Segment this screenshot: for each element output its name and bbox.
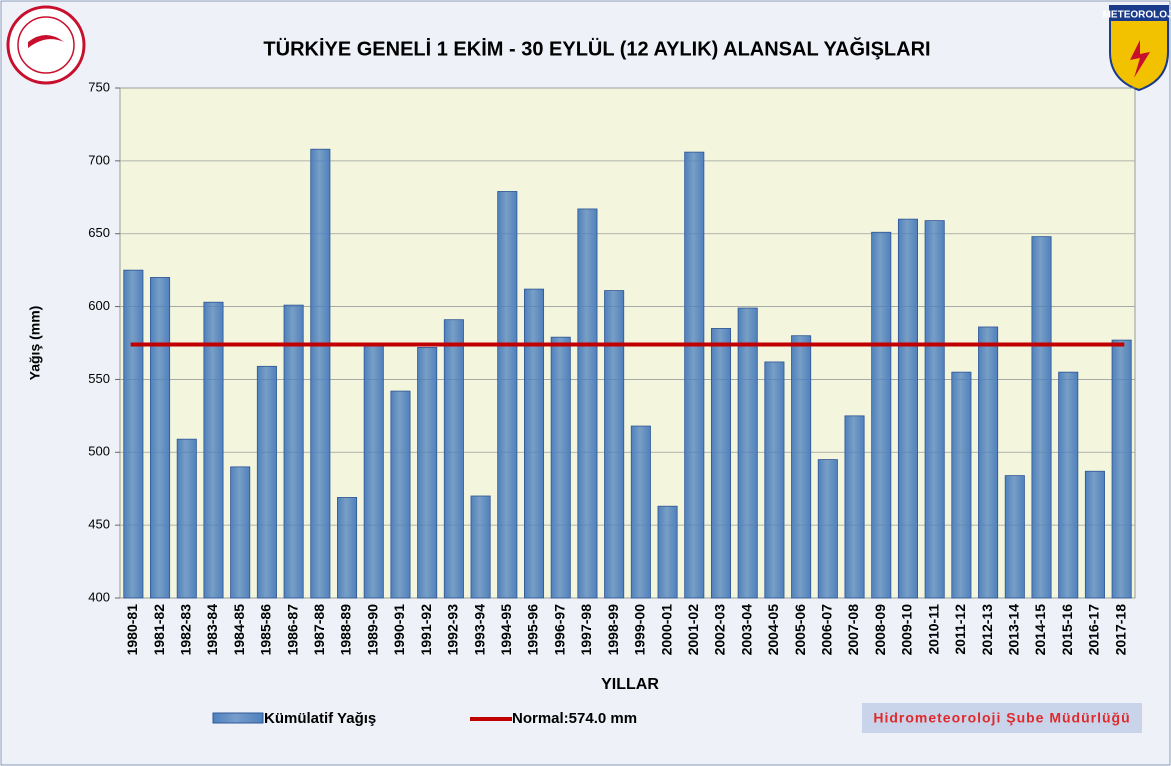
bar bbox=[150, 277, 171, 599]
bar bbox=[310, 148, 331, 599]
x-tick-label: 2007-08 bbox=[845, 604, 861, 656]
bar bbox=[470, 495, 491, 599]
x-tick-label: 2003-04 bbox=[738, 604, 754, 656]
bar bbox=[951, 371, 972, 599]
y-tick-label: 700 bbox=[88, 152, 110, 167]
x-tick-label: 2002-03 bbox=[712, 604, 728, 656]
footer: Hidrometeoroloji Şube Müdürlüğü bbox=[873, 710, 1130, 726]
bar bbox=[577, 208, 598, 599]
y-tick-label: 400 bbox=[88, 589, 110, 604]
x-tick-label: 1986-87 bbox=[284, 604, 300, 656]
bar bbox=[684, 151, 705, 599]
x-tick-label: 2006-07 bbox=[819, 604, 835, 656]
x-tick-label: 1998-99 bbox=[605, 604, 621, 656]
x-tick-label: 1984-85 bbox=[231, 604, 247, 656]
x-tick-label: 2000-01 bbox=[658, 604, 674, 656]
x-tick-label: 1987-88 bbox=[311, 604, 327, 656]
x-tick-label: 1997-98 bbox=[578, 604, 594, 656]
x-tick-label: 2004-05 bbox=[765, 604, 781, 656]
bar bbox=[978, 326, 999, 599]
x-tick-label: 1992-93 bbox=[445, 604, 461, 656]
x-tick-label: 2015-16 bbox=[1059, 604, 1075, 656]
x-tick-label: 2011-12 bbox=[952, 604, 968, 655]
bar bbox=[817, 459, 838, 599]
x-tick-label: 2012-13 bbox=[979, 604, 995, 656]
bar bbox=[924, 220, 945, 599]
left-logo bbox=[6, 5, 86, 85]
bar bbox=[710, 328, 732, 599]
bar bbox=[1058, 371, 1079, 599]
bar bbox=[443, 319, 464, 599]
x-tick-label: 1999-00 bbox=[632, 604, 648, 656]
bar bbox=[1111, 339, 1132, 599]
bar bbox=[417, 346, 438, 599]
x-tick-label: 2008-09 bbox=[872, 604, 888, 656]
y-axis-label: Yağış (mm) bbox=[27, 306, 43, 381]
y-tick-label: 600 bbox=[88, 298, 110, 313]
x-tick-label: 1980-81 bbox=[124, 604, 140, 656]
bar bbox=[764, 361, 785, 599]
x-tick-label: 1989-90 bbox=[364, 604, 380, 656]
bar bbox=[123, 269, 144, 599]
x-tick-label: 1994-95 bbox=[498, 604, 514, 656]
bar bbox=[1004, 475, 1025, 599]
bar bbox=[630, 425, 651, 599]
x-tick-label: 2017-18 bbox=[1112, 604, 1128, 656]
bar bbox=[256, 365, 277, 599]
bar bbox=[283, 304, 304, 599]
x-tick-label: 1985-86 bbox=[258, 604, 274, 656]
x-tick-label: 2005-06 bbox=[792, 604, 808, 656]
bar bbox=[791, 335, 812, 599]
bar bbox=[523, 288, 545, 599]
x-tick-label: 2001-02 bbox=[685, 604, 701, 656]
bar bbox=[657, 505, 678, 599]
bar bbox=[604, 290, 625, 599]
bar bbox=[1031, 236, 1052, 599]
x-tick-label: 1996-97 bbox=[551, 604, 567, 656]
bar bbox=[844, 415, 865, 599]
x-tick-label: 2013-14 bbox=[1006, 604, 1022, 656]
x-tick-label: 2016-17 bbox=[1086, 604, 1102, 656]
x-tick-label: 1995-96 bbox=[525, 604, 541, 656]
x-tick-label: 1991-92 bbox=[418, 604, 434, 656]
x-tick-label: 1988-89 bbox=[338, 604, 354, 656]
x-tick-label: 1982-83 bbox=[177, 604, 193, 656]
y-tick-label: 750 bbox=[88, 79, 110, 94]
x-tick-label: 1993-94 bbox=[471, 604, 487, 656]
legend-label: Normal:574.0 mm bbox=[512, 710, 637, 727]
legend-label: Kümülatif Yağış bbox=[264, 710, 376, 727]
bar bbox=[176, 438, 197, 599]
bar bbox=[497, 191, 518, 599]
chart-title: TÜRKİYE GENELİ 1 EKİM - 30 EYLÜL (12 AYL… bbox=[263, 36, 930, 60]
bar bbox=[337, 497, 358, 599]
x-tick-label: 2009-10 bbox=[899, 604, 915, 656]
y-tick-label: 550 bbox=[88, 371, 110, 386]
x-tick-label: 2010-11 bbox=[925, 604, 941, 655]
bar bbox=[1084, 470, 1105, 599]
bar bbox=[203, 301, 224, 599]
y-tick-label: 650 bbox=[88, 225, 110, 240]
x-tick-label: 1983-84 bbox=[204, 604, 220, 656]
legend-swatch bbox=[212, 712, 264, 724]
bar bbox=[230, 466, 251, 599]
bar bbox=[737, 307, 758, 599]
bar bbox=[897, 218, 918, 599]
x-tick-label: 2014-15 bbox=[1032, 604, 1048, 656]
footer-box bbox=[862, 703, 1142, 733]
bar bbox=[871, 231, 892, 599]
bar bbox=[550, 336, 571, 599]
bar bbox=[363, 345, 384, 599]
x-tick-label: 1981-82 bbox=[151, 604, 167, 656]
x-axis-label: YILLAR bbox=[601, 676, 659, 693]
y-tick-label: 450 bbox=[88, 517, 110, 532]
logo-text: METEOROLOJI bbox=[1103, 10, 1171, 21]
right-logo: METEOROLOJI bbox=[1103, 5, 1171, 92]
bar bbox=[390, 390, 411, 599]
y-tick-label: 500 bbox=[88, 444, 110, 459]
x-tick-label: 1990-91 bbox=[391, 604, 407, 656]
